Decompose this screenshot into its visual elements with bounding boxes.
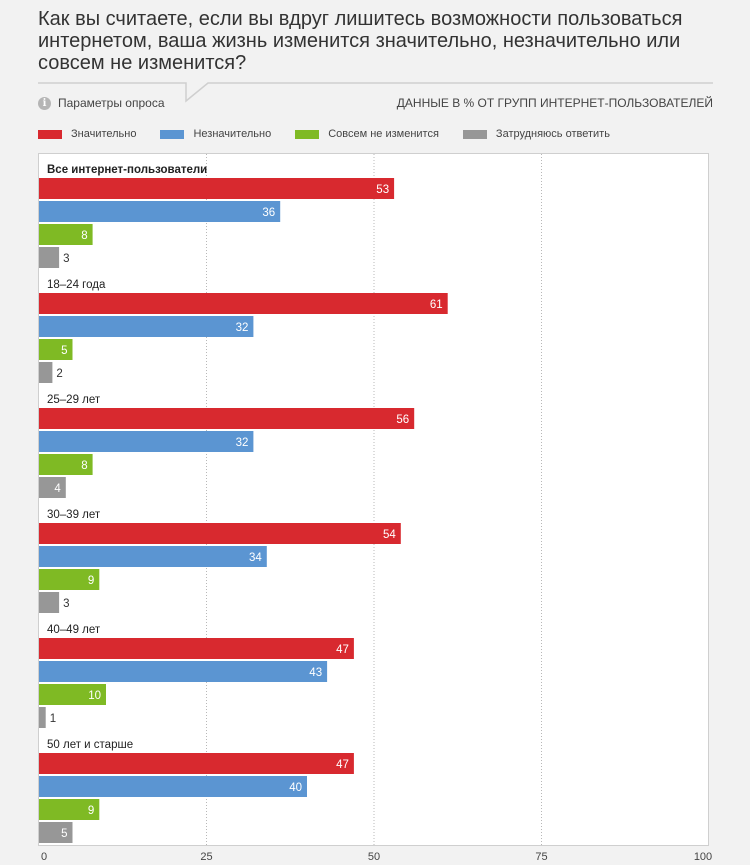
bar-value-label: 2	[56, 368, 62, 380]
survey-params-label: Параметры опроса	[58, 96, 165, 110]
bar-value-label: 1	[50, 713, 56, 725]
bar-value-label: 56	[396, 414, 409, 426]
bar-value-label: 43	[309, 667, 322, 679]
group-label: 30–39 лет	[47, 509, 101, 521]
bar-significant[interactable]	[39, 293, 448, 314]
legend-swatch	[462, 129, 487, 139]
bar-value-label: 8	[81, 460, 87, 472]
bar-not_at_all[interactable]	[39, 454, 93, 475]
x-tick-label: 50	[368, 851, 380, 863]
bar-insignificant[interactable]	[39, 316, 254, 337]
bar-significant[interactable]	[39, 523, 401, 544]
group-label: Все интернет-пользователи	[47, 164, 207, 176]
bar-hard_to_say[interactable]	[39, 822, 73, 843]
bar-hard_to_say[interactable]	[39, 247, 60, 268]
legend-swatch	[160, 129, 185, 139]
group-label: 18–24 года	[47, 279, 106, 291]
legend-label: Затрудняюсь ответить	[495, 128, 610, 140]
bar-insignificant[interactable]	[39, 431, 254, 452]
bar-hard_to_say[interactable]	[39, 707, 46, 728]
bar-value-label: 32	[236, 437, 249, 449]
bar-significant[interactable]	[39, 753, 354, 774]
chart-legend: Значительно Незначительно Совсем не изме…	[38, 128, 634, 140]
x-tick-label: 75	[535, 851, 547, 863]
bar-not_at_all[interactable]	[39, 569, 100, 590]
bar-value-label: 47	[336, 644, 349, 656]
bar-insignificant[interactable]	[39, 776, 307, 797]
legend-item-hard-to-say[interactable]: Затрудняюсь ответить	[462, 128, 610, 140]
bar-value-label: 8	[81, 230, 87, 242]
bar-value-label: 61	[430, 299, 443, 311]
bar-value-label: 54	[383, 529, 396, 541]
bar-value-label: 3	[63, 253, 69, 265]
survey-params-toggle[interactable]: i Параметры опроса	[38, 95, 165, 111]
bar-hard_to_say[interactable]	[39, 477, 66, 498]
bar-not_at_all[interactable]	[39, 339, 73, 360]
bar-insignificant[interactable]	[39, 661, 328, 682]
page-title: Как вы считаете, если вы вдруг лишитесь …	[38, 8, 683, 74]
group-label: 40–49 лет	[47, 624, 101, 636]
bar-hard_to_say[interactable]	[39, 592, 60, 613]
bar-value-label: 3	[63, 598, 69, 610]
legend-swatch	[295, 129, 320, 139]
legend-label: Незначительно	[193, 128, 272, 140]
data-note: ДАННЫЕ В % ОТ ГРУПП ИНТЕРНЕТ-ПОЛЬЗОВАТЕЛ…	[396, 96, 713, 110]
bar-significant[interactable]	[39, 638, 354, 659]
legend-label: Совсем не изменится	[328, 128, 439, 140]
info-icon: i	[38, 96, 51, 110]
group-label: 25–29 лет	[47, 394, 101, 406]
legend-item-insignificant[interactable]: Незначительно	[160, 128, 271, 140]
bar-hard_to_say[interactable]	[39, 362, 53, 383]
bar-not_at_all[interactable]	[39, 799, 100, 820]
bar-value-label: 5	[61, 828, 67, 840]
bar-value-label: 40	[289, 782, 302, 794]
legend-swatch	[38, 129, 62, 139]
legend-item-not-at-all[interactable]: Совсем не изменится	[295, 128, 439, 140]
bar-significant[interactable]	[39, 408, 415, 429]
group-label: 50 лет и старше	[47, 739, 133, 751]
bar-value-label: 32	[236, 322, 249, 334]
bar-value-label: 9	[88, 575, 94, 587]
legend-item-significant[interactable]: Значительно	[38, 128, 136, 140]
bar-not_at_all[interactable]	[39, 684, 106, 705]
x-tick-label: 100	[694, 851, 712, 863]
bar-value-label: 10	[88, 690, 101, 702]
bar-value-label: 53	[376, 184, 389, 196]
bar-value-label: 36	[262, 207, 275, 219]
bar-value-label: 9	[88, 805, 94, 817]
bar-value-label: 4	[54, 483, 61, 495]
x-tick-label: 0	[41, 851, 47, 863]
bar-insignificant[interactable]	[39, 546, 267, 567]
bar-value-label: 47	[336, 759, 349, 771]
bar-value-label: 5	[61, 345, 67, 357]
x-tick-label: 25	[200, 851, 212, 863]
bar-value-label: 34	[249, 552, 262, 564]
legend-label: Значительно	[71, 128, 137, 140]
bar-not_at_all[interactable]	[39, 224, 93, 245]
bar-insignificant[interactable]	[39, 201, 281, 222]
bar-significant[interactable]	[39, 178, 395, 199]
